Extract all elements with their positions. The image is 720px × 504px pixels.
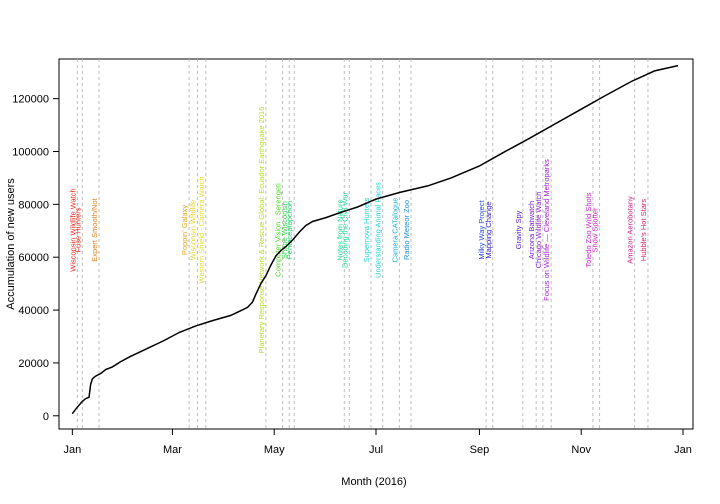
- y-tick-label: 20000: [18, 358, 49, 370]
- annotation-label: Gravity Spy: [514, 210, 523, 249]
- annotation-label: Pentaceptopchon: [285, 201, 294, 259]
- x-tick-label: Jan: [674, 444, 692, 456]
- annotation-label: Camera CATalogue: [390, 198, 399, 263]
- x-axis: Jan Mar May Jul Sep Nov Jan: [63, 429, 692, 456]
- y-tick-label: 120000: [12, 94, 49, 106]
- annotation-label: Decoding the Civil War: [340, 191, 349, 268]
- y-tick-label: 100000: [12, 147, 49, 159]
- x-tick-label: Jan: [63, 444, 81, 456]
- annotation-label: Mapping Change: [484, 201, 493, 258]
- x-tick-label: Nov: [571, 444, 591, 456]
- annotation-label: Western Shield - Camera Watch: [197, 176, 206, 283]
- annotation-label: Focus on Wildlife — Cleveland Metroparks: [542, 159, 551, 301]
- y-tick-label: 0: [43, 411, 49, 423]
- y-tick-label: 80000: [18, 199, 49, 211]
- annotation-label: Milky Way Project: [477, 199, 486, 259]
- x-tick-label: Jul: [369, 444, 383, 456]
- annotation-label: Expert Smooth/Not: [90, 197, 99, 261]
- y-axis-title: Accumulation of new users: [5, 178, 17, 310]
- x-axis-title: Month (2016): [341, 476, 406, 488]
- x-tick-label: May: [264, 444, 285, 456]
- y-tick-label: 40000: [18, 305, 49, 317]
- x-tick-label: Mar: [163, 444, 182, 456]
- annotation-label: Understanding Animal Faces: [374, 182, 383, 278]
- annotation-label: Arizona Batwatch: [527, 201, 536, 259]
- annotation-label: Wisconsin Wildlife Watch: [68, 188, 77, 272]
- y-axis: 0 20000 40000 60000 80000 100000 120000: [12, 94, 59, 423]
- annotation-label: Radio Meteor Zoo: [402, 200, 411, 260]
- annotation-label: Shape Wisconsin: [280, 201, 289, 259]
- y-tick-label: 60000: [18, 252, 49, 264]
- annotation-label: Notes from Nature: [335, 199, 344, 260]
- annotation-label: Toledo Zoo Wild Shots: [584, 192, 593, 267]
- annotation-label: Chicago Wildlife Watch: [534, 192, 543, 269]
- annotation-label: Hubble's Hot Stars: [639, 199, 648, 262]
- x-tick-label: Sep: [470, 444, 490, 456]
- annotation-label: Fuse Hunters: [73, 207, 82, 252]
- series-line: [71, 64, 679, 415]
- annotation-label: Amazon Aerobotany: [626, 196, 635, 264]
- annotation-label: Supernova Hunters: [362, 197, 371, 262]
- annotation-label: Snow Spotter: [591, 207, 600, 253]
- annotation-label: Computer Vision : Serengeti: [274, 183, 283, 277]
- annotation-label: Wisconsin Wildlife: [188, 200, 197, 260]
- annotation-label: Poppin' Galaxy: [180, 205, 189, 255]
- annotation-label: Planetary Response Network & Rescue Glob…: [257, 107, 266, 354]
